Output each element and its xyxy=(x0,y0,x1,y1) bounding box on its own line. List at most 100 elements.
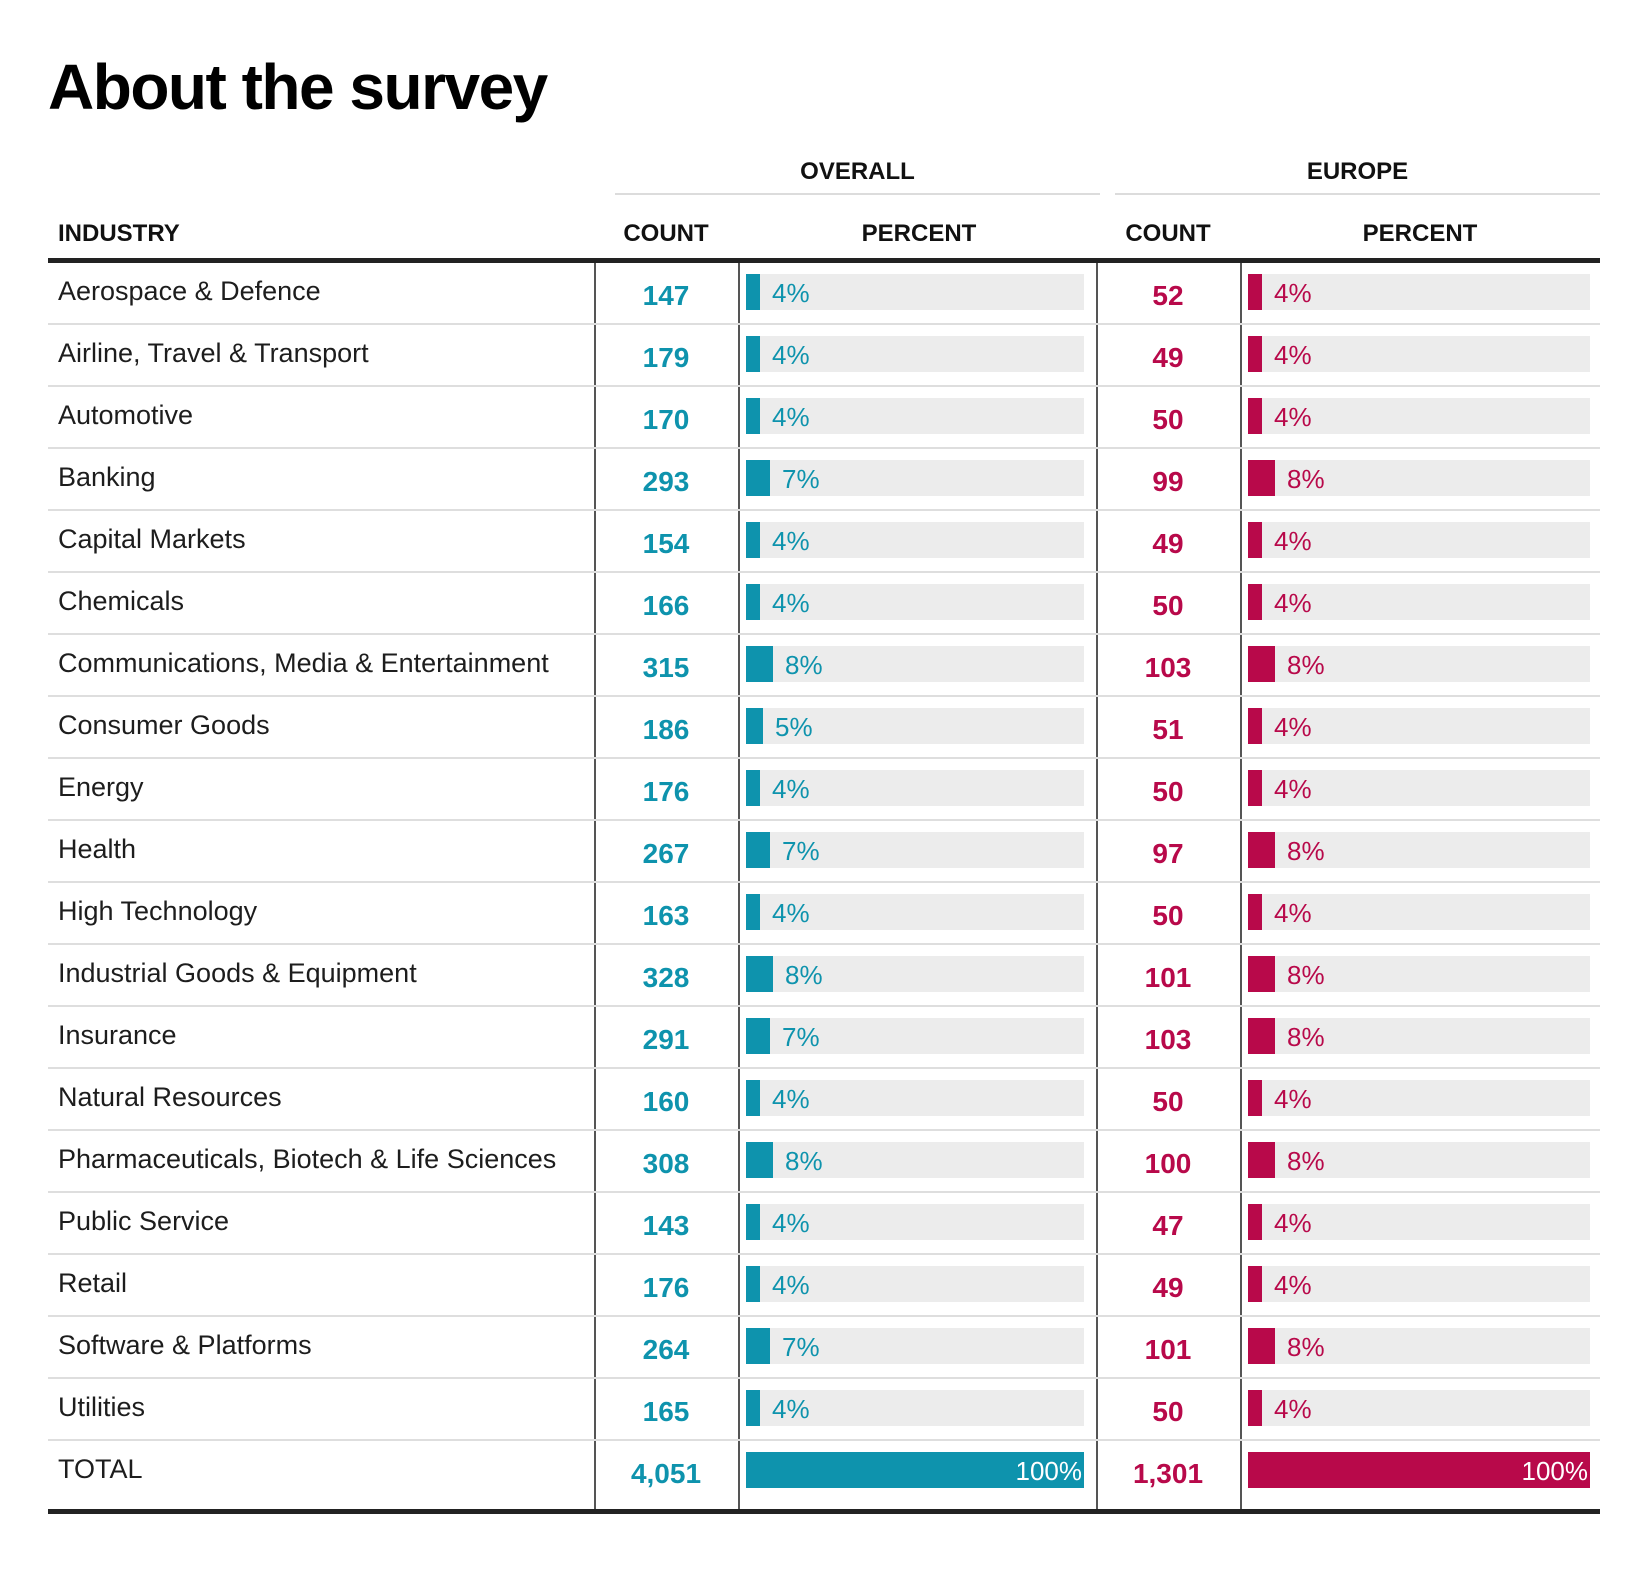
europe-percent-track: 4% xyxy=(1248,770,1590,806)
overall-percent-bar xyxy=(746,956,773,992)
europe-percent-bar xyxy=(1248,522,1262,558)
overall-count: 293 xyxy=(642,466,690,497)
europe-percent-track: 4% xyxy=(1248,584,1590,620)
europe-percent-bar xyxy=(1248,708,1262,744)
industry-label: Energy xyxy=(58,772,144,802)
europe-percent-bar xyxy=(1248,584,1262,620)
overall-percent-track: 5% xyxy=(746,708,1084,744)
overall-percent-track: 4% xyxy=(746,1204,1084,1240)
europe-percent-track: 4% xyxy=(1248,894,1590,930)
column-divider xyxy=(594,263,596,1509)
overall-percent-label: 4% xyxy=(772,588,810,618)
europe-percent-track: 4% xyxy=(1248,336,1590,372)
overall-percent-bar xyxy=(746,770,760,806)
overall-percent-track: 4% xyxy=(746,336,1084,372)
industry-label: Capital Markets xyxy=(58,524,246,554)
industry-label: Utilities xyxy=(58,1392,146,1422)
overall-percent-label: 8% xyxy=(785,960,823,990)
europe-percent-bar xyxy=(1248,398,1262,434)
table-row: Airline, Travel & Transport 179 4% 49 4% xyxy=(48,325,1600,387)
table-row: Aerospace & Defence 147 4% 52 4% xyxy=(48,263,1600,325)
overall-percent-track: 4% xyxy=(746,770,1084,806)
column-header-europe-percent: PERCENT xyxy=(1362,220,1478,247)
overall-percent-bar xyxy=(746,1080,760,1116)
overall-count: 166 xyxy=(642,590,690,621)
europe-percent-bar xyxy=(1248,1204,1262,1240)
industry-label: Health xyxy=(58,834,137,864)
table-row: High Technology 163 4% 50 4% xyxy=(48,883,1600,945)
overall-count: 176 xyxy=(642,776,690,807)
column-header-europe-count: COUNT xyxy=(1125,220,1211,247)
europe-percent-bar xyxy=(1248,1390,1262,1426)
europe-percent-track: 8% xyxy=(1248,1142,1590,1178)
overall-count: 291 xyxy=(642,1024,690,1055)
industry-label: Banking xyxy=(58,462,156,492)
overall-percent-bar xyxy=(746,398,760,434)
overall-percent-track: 4% xyxy=(746,1390,1084,1426)
overall-percent-label: 4% xyxy=(772,526,810,556)
survey-table-body: Aerospace & Defence 147 4% 52 4% Airline, Tra… xyxy=(48,263,1600,1503)
industry-label: Consumer Goods xyxy=(58,710,270,740)
column-divider xyxy=(738,263,740,1509)
europe-count: 50 xyxy=(1152,590,1184,621)
europe-percent-bar xyxy=(1248,1018,1275,1054)
europe-percent-label: 8% xyxy=(1287,1022,1325,1052)
europe-count: 50 xyxy=(1152,1086,1184,1117)
overall-percent-label: 4% xyxy=(772,898,810,928)
europe-percent-track: 4% xyxy=(1248,1266,1590,1302)
overall-percent-track: 4% xyxy=(746,398,1084,434)
europe-percent-bar xyxy=(1248,460,1275,496)
overall-percent-track: 8% xyxy=(746,1142,1084,1178)
overall-percent-bar xyxy=(746,1266,760,1302)
europe-percent-label: 4% xyxy=(1274,1084,1312,1114)
europe-percent-track: 4% xyxy=(1248,1390,1590,1426)
table-bottom-rule xyxy=(48,1509,1600,1514)
europe-percent-label: 4% xyxy=(1274,526,1312,556)
europe-percent-track: 8% xyxy=(1248,1328,1590,1364)
overall-percent-label: 5% xyxy=(775,712,813,742)
overall-count: 186 xyxy=(642,714,690,745)
europe-count: 49 xyxy=(1152,1272,1184,1303)
europe-percent-label: 4% xyxy=(1274,1394,1312,1424)
overall-percent-label: 7% xyxy=(782,836,820,866)
table-row: Banking 293 7% 99 8% xyxy=(48,449,1600,511)
industry-label: Aerospace & Defence xyxy=(58,276,321,306)
industry-label: Chemicals xyxy=(58,586,185,616)
industry-label: Airline, Travel & Transport xyxy=(58,338,369,368)
table-row: Industrial Goods & Equipment 328 8% 101 8% xyxy=(48,945,1600,1007)
europe-percent-track: 4% xyxy=(1248,398,1590,434)
europe-percent-label: 4% xyxy=(1274,402,1312,432)
europe-count: 100 xyxy=(1144,1148,1192,1179)
europe-count: 49 xyxy=(1152,342,1184,373)
overall-count: 308 xyxy=(642,1148,690,1179)
column-header-industry: INDUSTRY xyxy=(58,220,180,247)
europe-percent-track: 4% xyxy=(1248,1204,1590,1240)
overall-count: 176 xyxy=(642,1272,690,1303)
group-header-overall: OVERALL xyxy=(800,158,915,185)
europe-count: 101 xyxy=(1144,1334,1192,1365)
overall-percent-label: 7% xyxy=(782,464,820,494)
europe-percent-bar xyxy=(1248,646,1275,682)
overall-percent-bar xyxy=(746,1018,770,1054)
overall-count: 315 xyxy=(642,652,690,683)
overall-percent-bar xyxy=(746,274,760,310)
overall-percent-track: 4% xyxy=(746,522,1084,558)
table-row: Energy 176 4% 50 4% xyxy=(48,759,1600,821)
industry-label: Communications, Media & Entertainment xyxy=(58,648,549,678)
overall-percent-bar xyxy=(746,584,760,620)
column-divider xyxy=(1096,263,1098,1509)
industry-label: Automotive xyxy=(58,400,194,430)
overall-count: 4,051 xyxy=(630,1458,702,1489)
overall-percent-label: 7% xyxy=(782,1332,820,1362)
overall-percent-bar xyxy=(746,522,760,558)
europe-percent-label: 100% xyxy=(1521,1456,1589,1486)
column-header-overall-percent: PERCENT xyxy=(861,220,977,247)
table-row: Health 267 7% 97 8% xyxy=(48,821,1600,883)
europe-count: 52 xyxy=(1152,280,1184,311)
europe-percent-label: 4% xyxy=(1274,1208,1312,1238)
overall-percent-label: 4% xyxy=(772,1208,810,1238)
overall-count: 179 xyxy=(642,342,690,373)
table-row: Natural Resources 160 4% 50 4% xyxy=(48,1069,1600,1131)
overall-count: 328 xyxy=(642,962,690,993)
page-title: About the survey xyxy=(48,51,548,123)
